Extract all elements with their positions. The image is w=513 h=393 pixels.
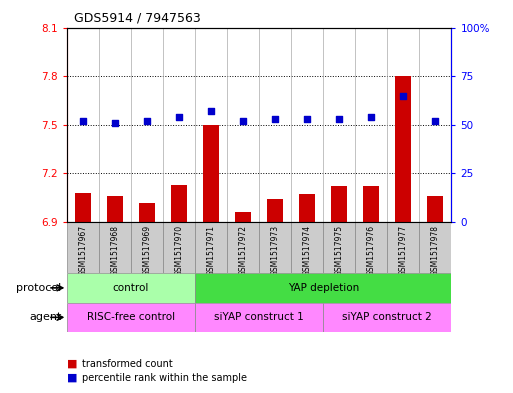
Text: transformed count: transformed count bbox=[82, 358, 173, 369]
Text: siYAP construct 1: siYAP construct 1 bbox=[214, 312, 304, 322]
Point bbox=[143, 118, 151, 124]
Text: protocol: protocol bbox=[16, 283, 62, 293]
Text: GSM1517976: GSM1517976 bbox=[367, 224, 376, 276]
Bar bbox=[67, 303, 195, 332]
Text: control: control bbox=[113, 283, 149, 293]
Point bbox=[271, 116, 279, 122]
Bar bbox=[227, 222, 259, 273]
Text: GSM1517970: GSM1517970 bbox=[174, 224, 184, 276]
Text: GSM1517969: GSM1517969 bbox=[142, 224, 151, 276]
Bar bbox=[67, 222, 98, 273]
Bar bbox=[163, 222, 195, 273]
Text: GSM1517973: GSM1517973 bbox=[270, 224, 280, 276]
Point bbox=[367, 114, 376, 120]
Bar bbox=[75, 193, 91, 222]
Text: ■: ■ bbox=[67, 373, 77, 383]
Text: YAP depletion: YAP depletion bbox=[288, 283, 359, 293]
Bar bbox=[139, 203, 155, 222]
Bar bbox=[98, 222, 131, 273]
Point bbox=[78, 118, 87, 124]
Text: siYAP construct 2: siYAP construct 2 bbox=[343, 312, 432, 322]
Bar bbox=[235, 212, 251, 222]
Bar bbox=[195, 303, 323, 332]
Text: GSM1517972: GSM1517972 bbox=[239, 224, 248, 275]
Bar bbox=[291, 222, 323, 273]
Bar bbox=[331, 186, 347, 222]
Bar bbox=[323, 303, 451, 332]
Bar bbox=[259, 222, 291, 273]
Point bbox=[303, 116, 311, 122]
Bar bbox=[195, 222, 227, 273]
Bar bbox=[203, 125, 219, 222]
Point bbox=[431, 118, 440, 124]
Text: GDS5914 / 7947563: GDS5914 / 7947563 bbox=[74, 12, 201, 25]
Bar bbox=[107, 196, 123, 222]
Point bbox=[399, 92, 407, 99]
Text: GSM1517967: GSM1517967 bbox=[78, 224, 87, 276]
Text: GSM1517971: GSM1517971 bbox=[206, 224, 215, 275]
Bar bbox=[267, 199, 283, 222]
Bar bbox=[387, 222, 420, 273]
Bar bbox=[171, 185, 187, 222]
Text: agent: agent bbox=[29, 312, 62, 322]
Point bbox=[111, 120, 119, 126]
Bar bbox=[67, 273, 195, 303]
Bar bbox=[131, 222, 163, 273]
Text: ■: ■ bbox=[67, 358, 77, 369]
Text: GSM1517978: GSM1517978 bbox=[431, 224, 440, 275]
Text: GSM1517977: GSM1517977 bbox=[399, 224, 408, 276]
Bar bbox=[427, 196, 443, 222]
Text: percentile rank within the sample: percentile rank within the sample bbox=[82, 373, 247, 383]
Bar bbox=[355, 222, 387, 273]
Bar bbox=[420, 222, 451, 273]
Point bbox=[239, 118, 247, 124]
Text: RISC-free control: RISC-free control bbox=[87, 312, 175, 322]
Bar bbox=[363, 186, 379, 222]
Bar bbox=[299, 195, 315, 222]
Point bbox=[207, 108, 215, 114]
Bar bbox=[396, 76, 411, 222]
Text: GSM1517974: GSM1517974 bbox=[303, 224, 312, 276]
Point bbox=[175, 114, 183, 120]
Bar bbox=[195, 273, 451, 303]
Point bbox=[335, 116, 343, 122]
Text: GSM1517968: GSM1517968 bbox=[110, 224, 120, 275]
Bar bbox=[323, 222, 355, 273]
Text: GSM1517975: GSM1517975 bbox=[334, 224, 344, 276]
